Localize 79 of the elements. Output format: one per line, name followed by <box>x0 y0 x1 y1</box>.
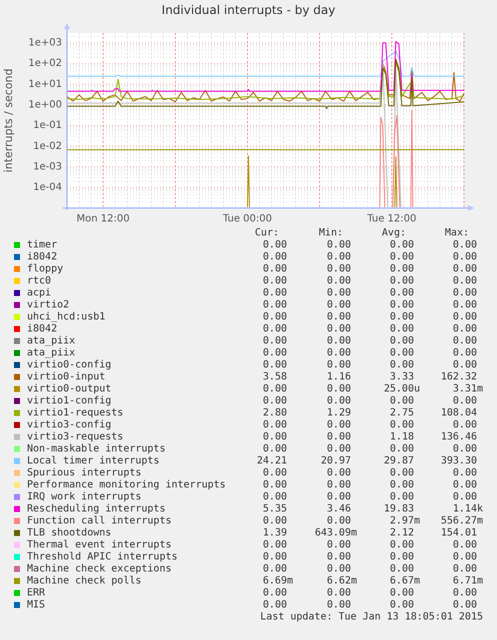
x-tick-label: Mon 12:00 <box>76 214 130 225</box>
legend-label: Thermal event interrupts <box>27 540 172 551</box>
legend-label: ata_piix <box>27 348 76 359</box>
y-tick-label: 1e+02 <box>28 58 62 70</box>
text: 0.00 0.00 0.00 0.00 <box>262 288 477 299</box>
legend-label: virtio1-config <box>27 396 112 407</box>
text: 0.00 0.00 0.00 0.00 <box>262 252 477 263</box>
line-series <box>66 41 464 92</box>
text: 0.00 0.00 0.00 0.00 <box>262 588 477 599</box>
text: 0.00 0.00 0.00 0.00 <box>262 312 477 323</box>
text: 0.00 0.00 25.00u 3.31m <box>262 384 483 395</box>
legend-label: ERR <box>27 588 46 599</box>
legend-label: virtio3-config <box>27 420 112 431</box>
legend-label: i8042 <box>27 252 58 263</box>
text: 0.00 0.00 0.00 0.00 <box>262 240 477 251</box>
y-tick-label: 1e+03 <box>28 38 62 49</box>
legend-label: virtio1-requests <box>27 408 124 419</box>
text: 0.00 0.00 0.00 0.00 <box>262 300 477 311</box>
y-tick-label: 1e-03 <box>33 161 62 172</box>
text: 0.00 0.00 0.00 0.00 <box>262 564 477 575</box>
chart-title: Individual interrupts - by day <box>162 3 336 17</box>
x-tick-label: Tue 00:00 <box>222 214 272 225</box>
y-tick-label: 1e+01 <box>28 78 62 90</box>
y-tick-label: 1e-01 <box>33 120 62 132</box>
text: 0.00 0.00 0.00 0.00 <box>262 420 477 431</box>
text: 24.21 20.97 29.87 393.30 <box>256 456 477 467</box>
legend-label: Function call interrupts <box>27 516 172 527</box>
legend-label: ata_piix <box>27 336 76 347</box>
text: 0.00 0.00 0.00 0.00 <box>262 324 477 335</box>
text: 0.00 0.00 0.00 0.00 <box>262 336 477 347</box>
legend-label: acpi <box>27 288 52 299</box>
text: 0.00 0.00 0.00 0.00 <box>262 444 477 455</box>
legend-label: TLB shootdowns <box>27 528 112 539</box>
legend-label: Spurious interrupts <box>27 468 142 479</box>
legend-label: Non-maskable interrupts <box>27 444 166 455</box>
text: 0.00 0.00 1.18 136.46 <box>262 432 477 443</box>
legend-label: virtio2 <box>27 300 70 311</box>
text: 0.00 0.00 0.00 0.00 <box>262 600 477 611</box>
text: 6.69m 6.62m 6.67m 6.71m <box>262 576 483 587</box>
text: 3.58 1.16 3.33 162.32 <box>262 372 477 383</box>
text: 2.80 1.29 2.75 108.04 <box>262 408 477 419</box>
text: 0.00 0.00 0.00 0.00 <box>262 396 477 407</box>
legend-label: uhci_hcd:usb1 <box>27 312 106 323</box>
text: 0.00 0.00 0.00 0.00 <box>262 540 477 551</box>
text: 0.00 0.00 0.00 0.00 <box>262 552 477 563</box>
legend-label: timer <box>27 240 58 251</box>
legend-label: MIS <box>27 600 46 611</box>
text: 0.00 0.00 0.00 0.00 <box>262 264 477 275</box>
legend-label: rtc0 <box>27 276 52 287</box>
legend-label: virtio0-input <box>27 372 106 383</box>
y-tick-label: 1e-02 <box>33 140 62 152</box>
legend-label: i8042 <box>27 324 58 335</box>
y-tick-label: 1e-04 <box>33 182 62 194</box>
y-tick-label: 1e+00 <box>28 100 62 111</box>
legend-label: Threshold APIC interrupts <box>27 552 178 563</box>
y-axis-title: interrupts / second <box>2 68 15 172</box>
legend-label: virtio0-output <box>27 384 112 395</box>
text: 0.00 0.00 0.00 0.00 <box>262 360 477 371</box>
legend-label: floppy <box>27 264 64 275</box>
text: 5.35 3.46 19.83 1.14k <box>262 504 483 515</box>
legend-label: Rescheduling interrupts <box>27 504 166 515</box>
text: Cur: Min: Avg: Max: <box>254 228 469 239</box>
legend-label: Performance monitoring interrupts <box>27 480 226 491</box>
text: 0.00 0.00 2.97m 556.27m <box>262 516 483 527</box>
text: 0.00 0.00 0.00 0.00 <box>262 276 477 287</box>
text: Last update: Tue Jan 13 18:05:01 2015 <box>260 612 483 623</box>
text: 0.00 0.00 0.00 0.00 <box>262 348 477 359</box>
line-series <box>66 50 464 77</box>
legend-label: Machine check exceptions <box>27 564 172 575</box>
legend-label: Local timer interrupts <box>27 456 160 467</box>
text: 0.00 0.00 0.00 0.00 <box>262 492 477 503</box>
legend-label: Machine check polls <box>27 576 142 587</box>
text: 1.39 643.09m 2.12 154.01 <box>262 528 477 539</box>
legend-label: IRQ work interrupts <box>27 492 142 503</box>
legend-label: virtio3-requests <box>27 432 124 443</box>
legend-label: virtio0-config <box>27 360 112 371</box>
x-tick-label: Tue 12:00 <box>366 214 416 225</box>
text: 0.00 0.00 0.00 0.00 <box>262 468 477 479</box>
text: 0.00 0.00 0.00 0.00 <box>262 480 477 491</box>
